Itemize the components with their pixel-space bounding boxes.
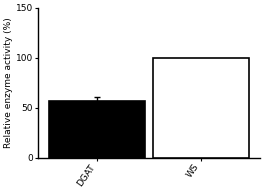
- Bar: [153, 58, 249, 158]
- Y-axis label: Relative enzyme activity (%): Relative enzyme activity (%): [4, 17, 13, 148]
- Bar: [49, 101, 145, 158]
